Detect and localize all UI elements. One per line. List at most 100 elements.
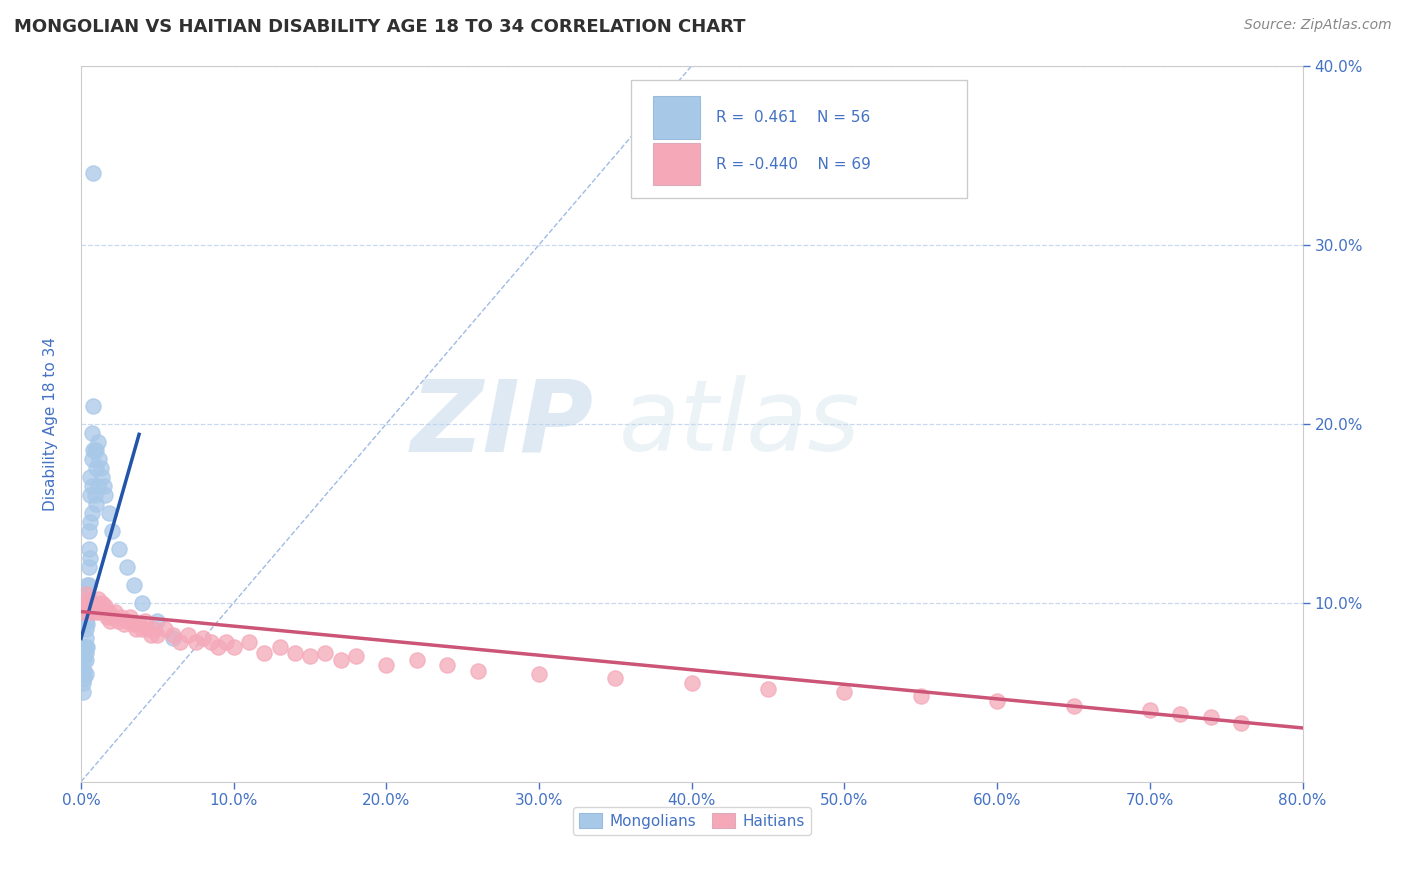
Point <box>77 541 100 556</box>
Point <box>83 605 105 619</box>
Point <box>143 623 166 637</box>
Point <box>84 497 107 511</box>
Text: R = -0.440    N = 69: R = -0.440 N = 69 <box>716 157 872 172</box>
Point <box>82 596 104 610</box>
Point <box>253 646 276 660</box>
Point <box>72 605 94 619</box>
Point <box>184 635 207 649</box>
Point <box>79 488 101 502</box>
Text: atlas: atlas <box>619 376 860 472</box>
Point <box>122 617 145 632</box>
Point <box>79 470 101 484</box>
Text: MONGOLIAN VS HAITIAN DISABILITY AGE 18 TO 34 CORRELATION CHART: MONGOLIAN VS HAITIAN DISABILITY AGE 18 T… <box>14 18 745 36</box>
Point <box>97 506 120 520</box>
Point <box>329 653 352 667</box>
Point <box>90 599 112 614</box>
Point <box>75 623 97 637</box>
Point <box>80 599 103 614</box>
Point <box>169 635 191 649</box>
Point <box>153 623 176 637</box>
Point <box>115 614 138 628</box>
Point <box>193 632 215 646</box>
Point <box>80 425 103 440</box>
Point <box>73 640 96 655</box>
Point <box>110 610 132 624</box>
Point <box>215 635 238 649</box>
FancyBboxPatch shape <box>631 80 967 198</box>
Point <box>1139 703 1161 717</box>
Point <box>681 676 703 690</box>
Point <box>207 640 229 655</box>
Point <box>834 685 856 699</box>
Point <box>87 479 110 493</box>
Point <box>82 399 104 413</box>
Point <box>80 479 103 493</box>
Point <box>1199 710 1222 724</box>
Point <box>467 664 489 678</box>
Point <box>112 617 135 632</box>
Point <box>97 605 120 619</box>
Point <box>75 587 97 601</box>
Text: ZIP: ZIP <box>411 376 595 472</box>
Point <box>75 667 97 681</box>
Point <box>76 578 98 592</box>
Point <box>77 592 100 607</box>
Text: R =  0.461    N = 56: R = 0.461 N = 56 <box>716 111 870 126</box>
Point <box>314 646 336 660</box>
Point <box>162 628 184 642</box>
Point <box>76 640 98 655</box>
Point <box>76 617 98 632</box>
Point <box>136 623 159 637</box>
Point <box>76 587 98 601</box>
Point <box>87 592 110 607</box>
Point <box>94 488 117 502</box>
Point <box>75 632 97 646</box>
Point <box>1170 706 1192 721</box>
Point <box>98 614 121 628</box>
Point <box>100 524 122 538</box>
Point <box>90 461 112 475</box>
Point <box>73 649 96 664</box>
Point <box>177 628 200 642</box>
Point <box>75 614 97 628</box>
Point <box>76 599 98 614</box>
Point <box>107 614 129 628</box>
Point <box>141 628 163 642</box>
Point <box>115 559 138 574</box>
Point <box>222 640 245 655</box>
Point <box>94 599 117 614</box>
Point <box>756 681 779 696</box>
Point <box>131 623 153 637</box>
Y-axis label: Disability Age 18 to 34: Disability Age 18 to 34 <box>44 336 58 510</box>
Point <box>238 635 260 649</box>
FancyBboxPatch shape <box>652 96 700 138</box>
Point <box>89 452 111 467</box>
Point <box>93 479 115 493</box>
Point <box>82 166 104 180</box>
Point <box>72 676 94 690</box>
Point <box>128 617 150 632</box>
Point <box>108 541 131 556</box>
Point <box>104 605 127 619</box>
Point <box>77 524 100 538</box>
Point <box>79 605 101 619</box>
Point <box>73 653 96 667</box>
Point <box>75 653 97 667</box>
Legend: Mongolians, Haitians: Mongolians, Haitians <box>572 806 811 835</box>
Point <box>80 506 103 520</box>
Point <box>84 443 107 458</box>
Point <box>91 596 114 610</box>
Point <box>73 596 96 610</box>
Point <box>87 434 110 449</box>
Point <box>100 610 122 624</box>
Point <box>96 610 118 624</box>
Point <box>75 640 97 655</box>
Point <box>79 550 101 565</box>
Point <box>131 596 153 610</box>
Point <box>91 470 114 484</box>
Point <box>93 605 115 619</box>
Point <box>986 694 1008 708</box>
Point <box>299 649 322 664</box>
Point <box>344 649 367 664</box>
Point <box>527 667 550 681</box>
